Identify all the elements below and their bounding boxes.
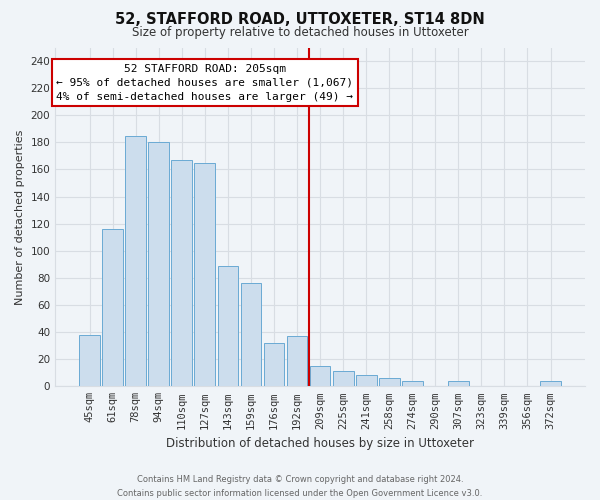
Text: Size of property relative to detached houses in Uttoxeter: Size of property relative to detached ho… [131, 26, 469, 39]
Y-axis label: Number of detached properties: Number of detached properties [15, 129, 25, 304]
Bar [241, 284, 262, 387]
Bar [218, 266, 238, 386]
Bar [333, 372, 353, 386]
Bar [194, 162, 215, 386]
Bar [402, 381, 422, 386]
Bar [379, 378, 400, 386]
Text: 52, STAFFORD ROAD, UTTOXETER, ST14 8DN: 52, STAFFORD ROAD, UTTOXETER, ST14 8DN [115, 12, 485, 28]
X-axis label: Distribution of detached houses by size in Uttoxeter: Distribution of detached houses by size … [166, 437, 474, 450]
Bar [356, 376, 377, 386]
Bar [125, 136, 146, 386]
Text: Contains HM Land Registry data © Crown copyright and database right 2024.
Contai: Contains HM Land Registry data © Crown c… [118, 476, 482, 498]
Bar [448, 381, 469, 386]
Bar [310, 366, 331, 386]
Bar [172, 160, 192, 386]
Bar [148, 142, 169, 386]
Bar [79, 335, 100, 386]
Text: 52 STAFFORD ROAD: 205sqm
← 95% of detached houses are smaller (1,067)
4% of semi: 52 STAFFORD ROAD: 205sqm ← 95% of detach… [56, 64, 353, 102]
Bar [287, 336, 307, 386]
Bar [540, 381, 561, 386]
Bar [102, 229, 123, 386]
Bar [263, 343, 284, 386]
